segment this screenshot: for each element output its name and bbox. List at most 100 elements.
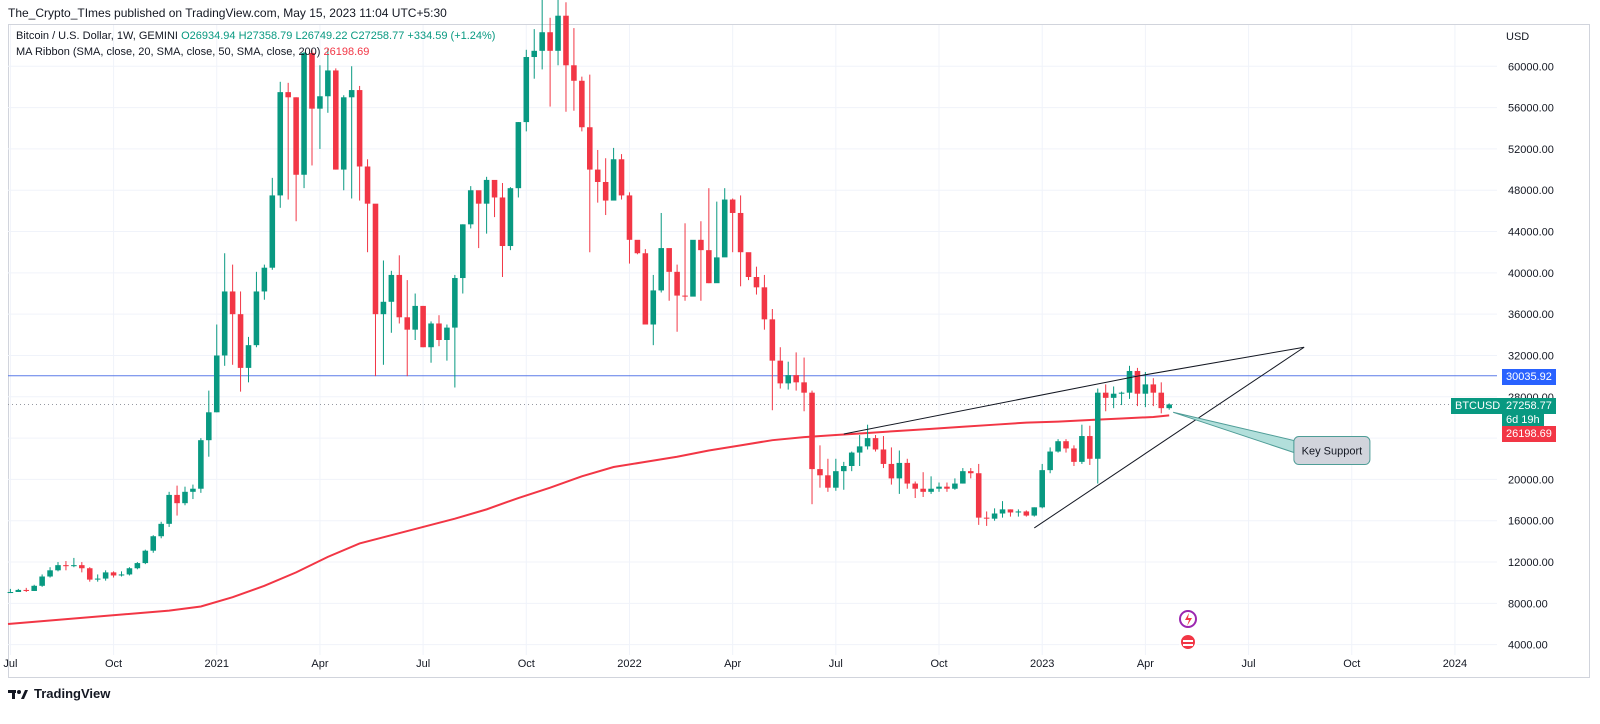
candle[interactable] [618,154,625,200]
candle[interactable] [261,264,268,300]
candle[interactable] [94,574,101,582]
candle[interactable] [745,252,752,281]
candle[interactable] [206,390,212,457]
candle[interactable] [840,461,847,490]
candle[interactable] [1158,382,1165,414]
candle[interactable] [198,438,204,493]
candle[interactable] [285,82,291,200]
candle[interactable] [594,149,601,203]
candle[interactable] [301,51,307,189]
candle[interactable] [55,562,61,572]
candle[interactable] [1007,509,1014,517]
candle[interactable] [1110,386,1117,409]
candle[interactable] [904,458,911,489]
candle[interactable] [785,361,791,390]
candle[interactable] [960,468,966,484]
candle[interactable] [602,158,609,216]
candle[interactable] [579,76,585,132]
candle[interactable] [936,482,942,492]
candle[interactable] [404,280,411,377]
candle[interactable] [674,264,680,332]
candle[interactable] [967,468,974,479]
candle[interactable] [229,264,236,365]
candle[interactable] [333,68,339,170]
candle[interactable] [753,266,760,295]
candle[interactable] [571,28,577,111]
candle[interactable] [102,570,109,581]
candle[interactable] [721,188,728,258]
trendline[interactable] [1137,346,1305,377]
candle[interactable] [610,147,617,201]
candle[interactable] [317,65,323,149]
candle[interactable] [1087,425,1093,465]
candle[interactable] [110,571,117,578]
candle[interactable] [634,239,641,255]
trendline[interactable] [843,375,1138,435]
ma-line[interactable] [7,414,1170,626]
candle[interactable] [467,186,474,229]
candle[interactable] [126,567,133,576]
candle[interactable] [1142,372,1149,408]
candle[interactable] [777,347,784,389]
candle[interactable] [1015,509,1022,517]
candle[interactable] [1102,384,1109,412]
candle[interactable] [714,201,720,284]
candle[interactable] [729,198,736,253]
candle[interactable] [39,574,45,587]
candle[interactable] [1039,463,1045,509]
candle[interactable] [1166,403,1172,410]
candle[interactable] [245,336,252,383]
candle[interactable] [793,352,799,391]
candle[interactable] [872,435,879,452]
candle[interactable] [460,224,466,294]
candle[interactable] [452,274,458,388]
candle[interactable] [253,271,260,348]
callout-box[interactable] [1293,436,1371,466]
candle[interactable] [825,458,831,492]
candle[interactable] [1055,439,1061,453]
candle[interactable] [7,588,14,594]
candle[interactable] [539,0,545,70]
candle[interactable] [626,192,633,264]
candle[interactable] [428,321,434,363]
candle[interactable] [1063,439,1069,453]
candle[interactable] [150,535,157,553]
candle[interactable] [1031,507,1038,517]
candle[interactable] [682,223,688,301]
candle[interactable] [912,481,918,499]
candle[interactable] [166,491,172,527]
candle[interactable] [1079,424,1085,464]
candle[interactable] [221,253,228,366]
candle[interactable] [475,190,482,249]
candle[interactable] [833,458,839,491]
candle[interactable] [856,435,863,466]
candle[interactable] [1094,388,1101,484]
candle[interactable] [380,260,387,365]
candle[interactable] [531,29,538,79]
candle[interactable] [1118,391,1125,406]
candle[interactable] [444,324,450,361]
candle[interactable] [555,0,561,66]
candle[interactable] [213,324,220,413]
candle[interactable] [79,562,85,573]
candle[interactable] [952,478,958,490]
candle[interactable] [761,274,768,330]
candle[interactable] [920,472,926,497]
candle[interactable] [118,571,125,577]
candle[interactable] [1047,447,1053,474]
candle[interactable] [690,239,696,297]
candle[interactable] [1023,510,1030,517]
candle[interactable] [63,561,69,571]
candle[interactable] [737,195,744,287]
candle[interactable] [809,390,815,505]
candle[interactable] [71,557,77,568]
candle[interactable] [348,66,355,199]
candle[interactable] [706,188,712,284]
candle[interactable] [896,450,903,494]
candle[interactable] [1126,365,1133,399]
candle[interactable] [483,176,490,234]
candle[interactable] [928,476,934,494]
candle[interactable] [388,270,395,333]
candle[interactable] [412,293,418,340]
